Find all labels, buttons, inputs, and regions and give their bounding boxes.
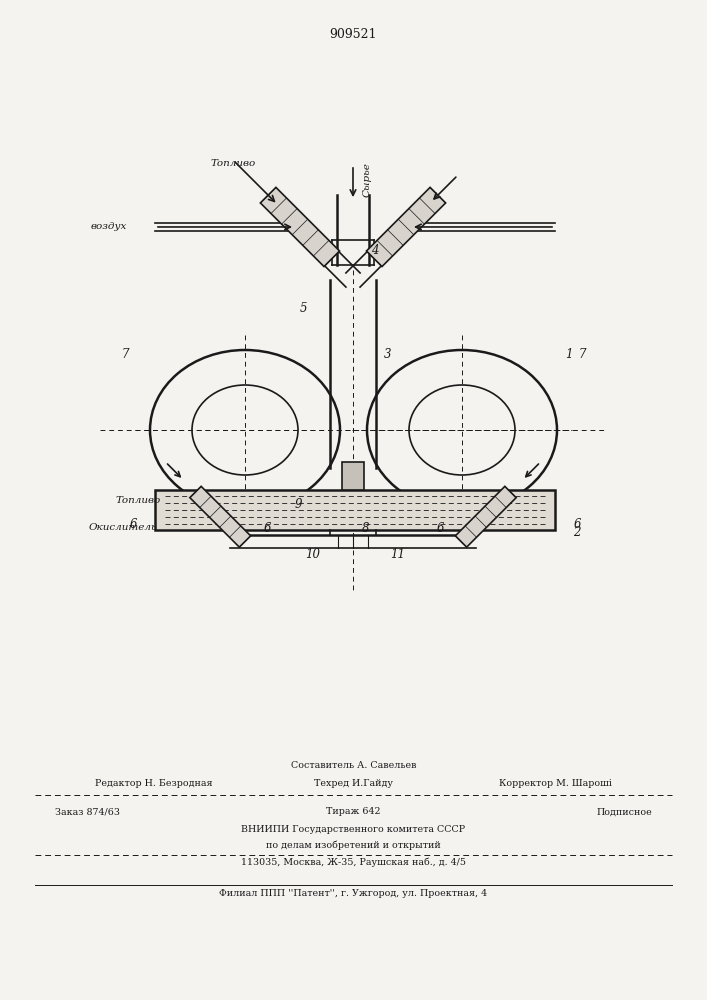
Text: Подписное: Подписное <box>596 808 652 816</box>
Text: 4: 4 <box>371 243 379 256</box>
Text: 8: 8 <box>362 522 370 534</box>
Text: 10: 10 <box>305 548 320 562</box>
Text: 1: 1 <box>566 349 573 361</box>
Bar <box>155 490 555 530</box>
Text: Составитель А. Савельев: Составитель А. Савельев <box>291 760 416 770</box>
Text: 9: 9 <box>294 498 302 512</box>
Text: Сырье: Сырье <box>363 163 372 197</box>
Text: Заказ 874/63: Заказ 874/63 <box>55 808 120 816</box>
Text: Техред И.Гайду: Техред И.Гайду <box>314 778 393 788</box>
Text: Топливо: Топливо <box>211 159 256 168</box>
Text: по делам изобретений и открытий: по делам изобретений и открытий <box>266 840 441 850</box>
Text: 6: 6 <box>436 522 444 534</box>
Text: 5: 5 <box>299 302 307 314</box>
Text: 7: 7 <box>121 349 129 361</box>
Text: Редактор Н. Безродная: Редактор Н. Безродная <box>95 778 213 788</box>
Text: воздух: воздух <box>90 222 127 231</box>
Text: 3: 3 <box>384 349 392 361</box>
Text: 909521: 909521 <box>329 28 378 41</box>
Text: Филиал ППП ''Патент'', г. Ужгород, ул. Проектная, 4: Филиал ППП ''Патент'', г. Ужгород, ул. П… <box>219 888 488 898</box>
Text: 11: 11 <box>390 548 406 562</box>
Text: Топливо: Топливо <box>115 496 160 505</box>
Text: 6: 6 <box>263 522 271 534</box>
Polygon shape <box>190 486 251 547</box>
Text: 6: 6 <box>573 518 580 532</box>
Text: Окислитель: Окислитель <box>89 523 158 532</box>
Polygon shape <box>455 486 516 547</box>
Polygon shape <box>260 187 339 267</box>
Text: 2: 2 <box>573 526 580 540</box>
Text: Корректор М. Шарошi: Корректор М. Шарошi <box>499 778 612 788</box>
Text: 6: 6 <box>129 518 136 532</box>
Text: 113035, Москва, Ж-35, Раушская наб., д. 4/5: 113035, Москва, Ж-35, Раушская наб., д. … <box>241 857 466 867</box>
Text: 7: 7 <box>578 349 586 361</box>
Polygon shape <box>366 187 445 267</box>
Text: ВНИИПИ Государственного комитета СССР: ВНИИПИ Государственного комитета СССР <box>241 826 466 834</box>
Bar <box>342 462 364 490</box>
Text: Тираж 642: Тираж 642 <box>326 808 381 816</box>
